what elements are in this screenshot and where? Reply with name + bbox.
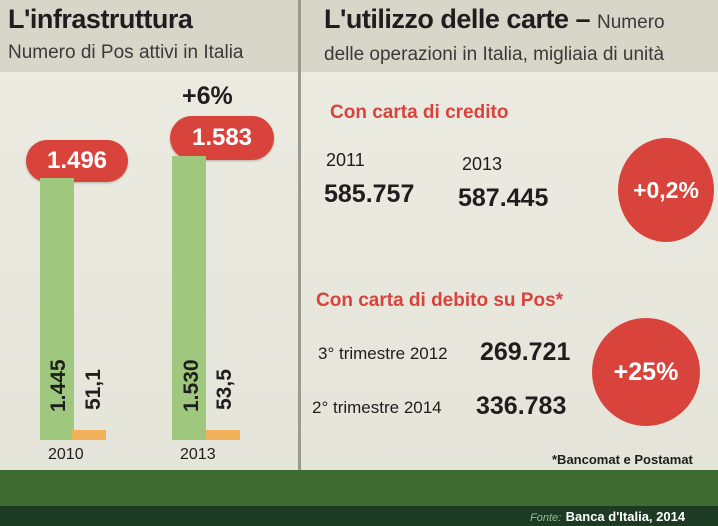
debit-value-a: 269.721 [480, 338, 571, 366]
credit-year-a: 2011 [326, 150, 365, 170]
footer-band [0, 470, 718, 510]
total-badge-2010: 1.496 [26, 140, 128, 182]
source-text: Banca d'Italia, 2014 [565, 509, 686, 524]
right-title-dash: – [568, 4, 598, 34]
right-title: L'utilizzo delle carte [324, 4, 569, 34]
bar-small-2010 [72, 430, 106, 440]
debit-period-a: 3° trimestre 2012 [318, 344, 448, 363]
bar-pos-2010 [40, 178, 74, 440]
debit-heading: Con carta di debito su Pos* [316, 290, 564, 311]
x-label-2010: 2010 [48, 446, 84, 463]
debit-period-b: 2° trimestre 2014 [312, 398, 442, 417]
credit-value-b: 587.445 [458, 184, 549, 212]
x-label-2013: 2013 [180, 446, 216, 463]
credit-heading: Con carta di credito [330, 102, 509, 123]
bar-pos-2013 [172, 156, 206, 440]
credit-value-a: 585.757 [324, 180, 415, 208]
value-label-small-2010: 51,1 [82, 369, 105, 410]
right-subtitle-a: Numero [597, 12, 665, 33]
value-label-small-2013: 53,5 [213, 369, 236, 410]
debit-value-b: 336.783 [476, 392, 567, 420]
right-subtitle-b: delle operazioni in Italia, migliaia di … [324, 44, 665, 65]
footer-bottom [0, 506, 718, 526]
bar-small-2013 [206, 430, 240, 440]
source-line: Fonte: Banca d'Italia, 2014 [530, 508, 685, 526]
debit-change-badge: +25% [592, 318, 700, 426]
credit-change-badge: +0,2% [618, 138, 714, 242]
header-band [0, 0, 718, 72]
left-subtitle: Numero di Pos attivi in Italia [8, 42, 244, 63]
credit-year-b: 2013 [462, 154, 503, 174]
left-title: L'infrastruttura [8, 4, 193, 34]
growth-label: +6% [182, 82, 233, 110]
source-prefix: Fonte: [530, 512, 562, 524]
panel-divider [298, 0, 301, 470]
footnote: *Bancomat e Postamat [552, 452, 693, 467]
value-label-pos-2010: 1.445 [47, 359, 70, 412]
right-title-line: L'utilizzo delle carte – Numero [324, 4, 665, 35]
value-label-pos-2013: 1.530 [180, 359, 203, 412]
total-badge-2013: 1.583 [170, 116, 274, 160]
